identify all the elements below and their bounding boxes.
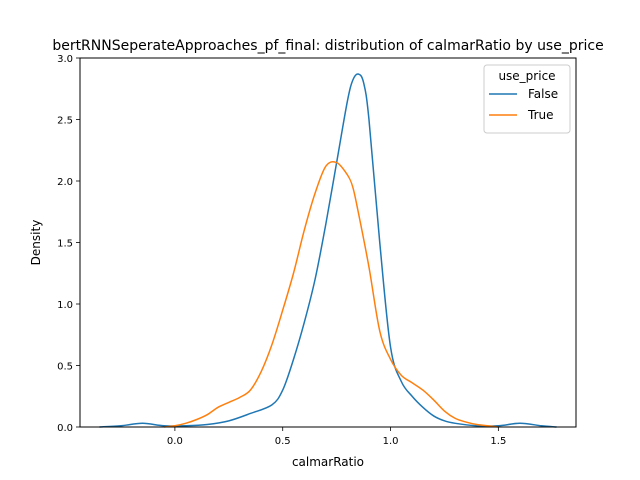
x-tick-label: 1.0 <box>383 436 399 447</box>
legend-box <box>483 64 571 134</box>
legend-title: use_price <box>498 69 555 83</box>
legend-label-true: True <box>527 108 554 122</box>
y-tick-label: 1.0 <box>57 300 73 311</box>
x-tick-label: 1.5 <box>490 436 506 447</box>
y-tick-label: 2.0 <box>57 177 73 188</box>
legend: use_price False True <box>483 64 571 134</box>
legend-label-false: False <box>528 87 558 101</box>
legend-items: False True <box>489 87 558 122</box>
y-tick-label: 0.0 <box>57 423 73 434</box>
x-tick-label: 0.0 <box>167 436 183 447</box>
y-axis: 0.0 0.5 1.0 1.5 2.0 2.5 3.0 <box>57 54 80 434</box>
y-tick-label: 3.0 <box>57 54 73 65</box>
x-axis-label: calmarRatio <box>292 455 364 469</box>
x-axis: 0.0 0.5 1.0 1.5 <box>167 427 506 447</box>
chart-title: bertRNNSeperateApproaches_pf_final: dist… <box>52 38 603 54</box>
x-tick-label: 0.5 <box>275 436 291 447</box>
series-line-false <box>99 73 557 428</box>
series-line-true <box>164 160 499 428</box>
y-tick-label: 2.5 <box>57 116 73 127</box>
series-layer <box>99 73 557 428</box>
y-tick-label: 1.5 <box>57 239 73 250</box>
y-tick-label: 0.5 <box>57 362 73 373</box>
y-axis-label: Density <box>29 220 43 266</box>
